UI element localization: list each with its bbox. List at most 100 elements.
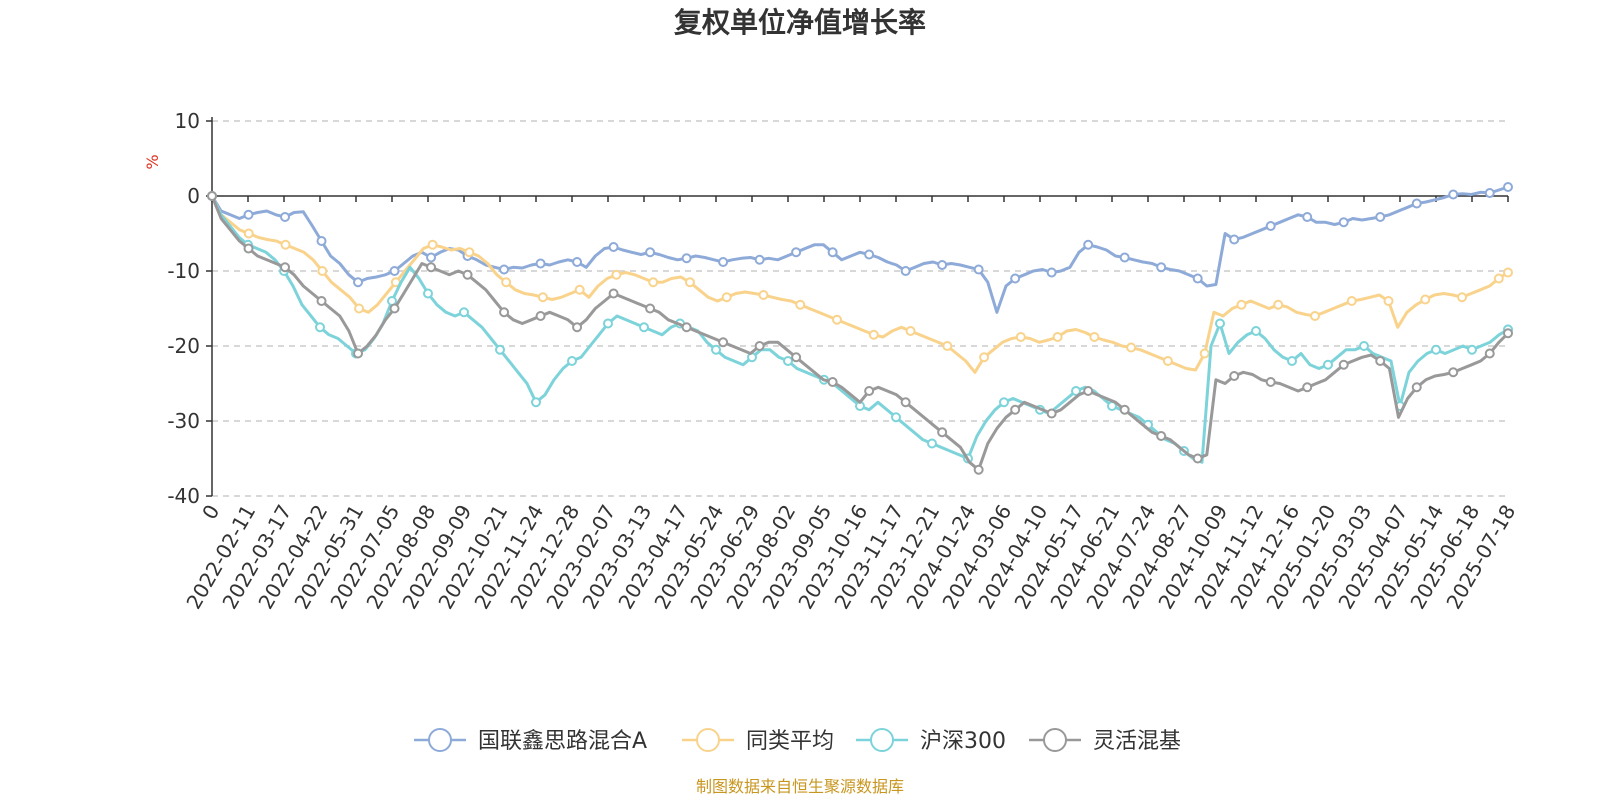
data-source-note: 制图数据来自恒生聚源数据库 — [696, 777, 904, 796]
data-point — [1484, 188, 1495, 198]
data-point — [535, 311, 546, 321]
data-point — [1156, 431, 1167, 441]
data-point — [891, 412, 901, 423]
data-point — [459, 307, 469, 318]
data-point — [1251, 326, 1261, 336]
data-point — [243, 228, 254, 239]
data-point — [495, 344, 505, 355]
legend-label: 沪深300 — [920, 729, 1006, 754]
legend-item-0[interactable]: 国联鑫思路混合A — [414, 728, 647, 754]
legend-item-1[interactable]: 同类平均 — [682, 728, 834, 754]
data-point — [1265, 221, 1276, 231]
legend-swatch-marker — [428, 728, 452, 752]
data-point — [389, 266, 400, 276]
data-point — [718, 257, 729, 267]
data-point — [499, 264, 510, 275]
data-point — [1119, 404, 1130, 415]
data-point — [1046, 408, 1057, 419]
data-point — [1052, 332, 1063, 342]
y-tick-label: 0 — [187, 184, 200, 208]
data-point — [927, 438, 937, 449]
data-point — [1083, 239, 1094, 250]
data-point — [1192, 453, 1203, 464]
data-point — [531, 397, 541, 408]
data-point — [462, 269, 473, 280]
data-point — [827, 377, 838, 387]
data-point — [537, 292, 548, 303]
data-point — [1420, 294, 1431, 305]
data-point — [1457, 292, 1468, 303]
legend-swatch-marker — [870, 728, 894, 752]
data-point — [973, 464, 984, 475]
series-line-3 — [210, 195, 1510, 472]
data-point — [317, 266, 328, 276]
data-point — [280, 212, 291, 222]
legend-item-2[interactable]: 沪深300 — [856, 728, 1006, 754]
data-point — [1493, 273, 1504, 284]
y-tick-label: -30 — [167, 409, 200, 433]
data-point — [868, 329, 879, 340]
data-point — [1323, 359, 1333, 370]
data-point — [754, 254, 765, 265]
legend-swatch-marker — [696, 728, 720, 752]
data-point — [711, 344, 721, 355]
data-point — [1309, 311, 1320, 321]
data-point — [572, 257, 583, 267]
data-point — [315, 322, 325, 333]
data-point — [1010, 273, 1021, 284]
data-point — [499, 307, 510, 318]
data-point — [207, 191, 217, 201]
data-point — [1265, 377, 1276, 387]
data-point — [795, 299, 806, 310]
legend-label: 同类平均 — [746, 729, 834, 754]
data-point — [353, 277, 364, 288]
data-point — [1302, 382, 1313, 393]
data-point — [611, 269, 622, 280]
data-point — [353, 348, 364, 359]
series-lines — [207, 182, 1513, 475]
data-point — [280, 262, 291, 273]
data-point — [791, 247, 802, 258]
data-point — [684, 277, 695, 288]
data-point — [718, 337, 729, 348]
data-point — [937, 427, 948, 438]
data-point — [783, 356, 793, 366]
data-point — [423, 288, 433, 299]
data-point — [1236, 299, 1247, 310]
data-point — [1503, 182, 1513, 192]
data-point — [979, 352, 990, 363]
y-tick-label: -40 — [167, 484, 200, 508]
data-point — [832, 314, 843, 325]
data-point — [1010, 404, 1021, 415]
data-point — [1287, 356, 1297, 366]
legend-item-3[interactable]: 灵活混基 — [1029, 728, 1181, 754]
data-point — [501, 277, 512, 288]
data-point — [1467, 344, 1477, 355]
data-point — [389, 303, 400, 314]
data-point — [1484, 348, 1495, 359]
y-axis-unit: % — [143, 154, 162, 169]
data-point — [427, 239, 438, 250]
data-point — [1503, 328, 1513, 339]
data-point — [1156, 262, 1167, 273]
data-point — [280, 239, 291, 250]
data-point — [1448, 189, 1459, 200]
legend-label: 灵活混基 — [1093, 729, 1181, 754]
legend[interactable]: 国联鑫思路混合A 同类平均 沪深300 灵活混基 — [414, 728, 1181, 754]
data-point — [754, 341, 765, 351]
data-point — [1199, 348, 1210, 359]
data-point — [1411, 382, 1422, 393]
data-point — [243, 209, 254, 220]
data-point — [1046, 267, 1057, 278]
data-point — [681, 322, 692, 333]
data-point — [973, 264, 984, 275]
data-point — [864, 386, 875, 396]
data-point — [639, 322, 649, 333]
data-point — [1089, 332, 1100, 342]
data-point — [1431, 344, 1441, 355]
data-point — [1215, 318, 1225, 329]
data-point — [354, 303, 365, 314]
data-point — [1302, 212, 1313, 222]
legend-swatch-marker — [1043, 728, 1067, 752]
